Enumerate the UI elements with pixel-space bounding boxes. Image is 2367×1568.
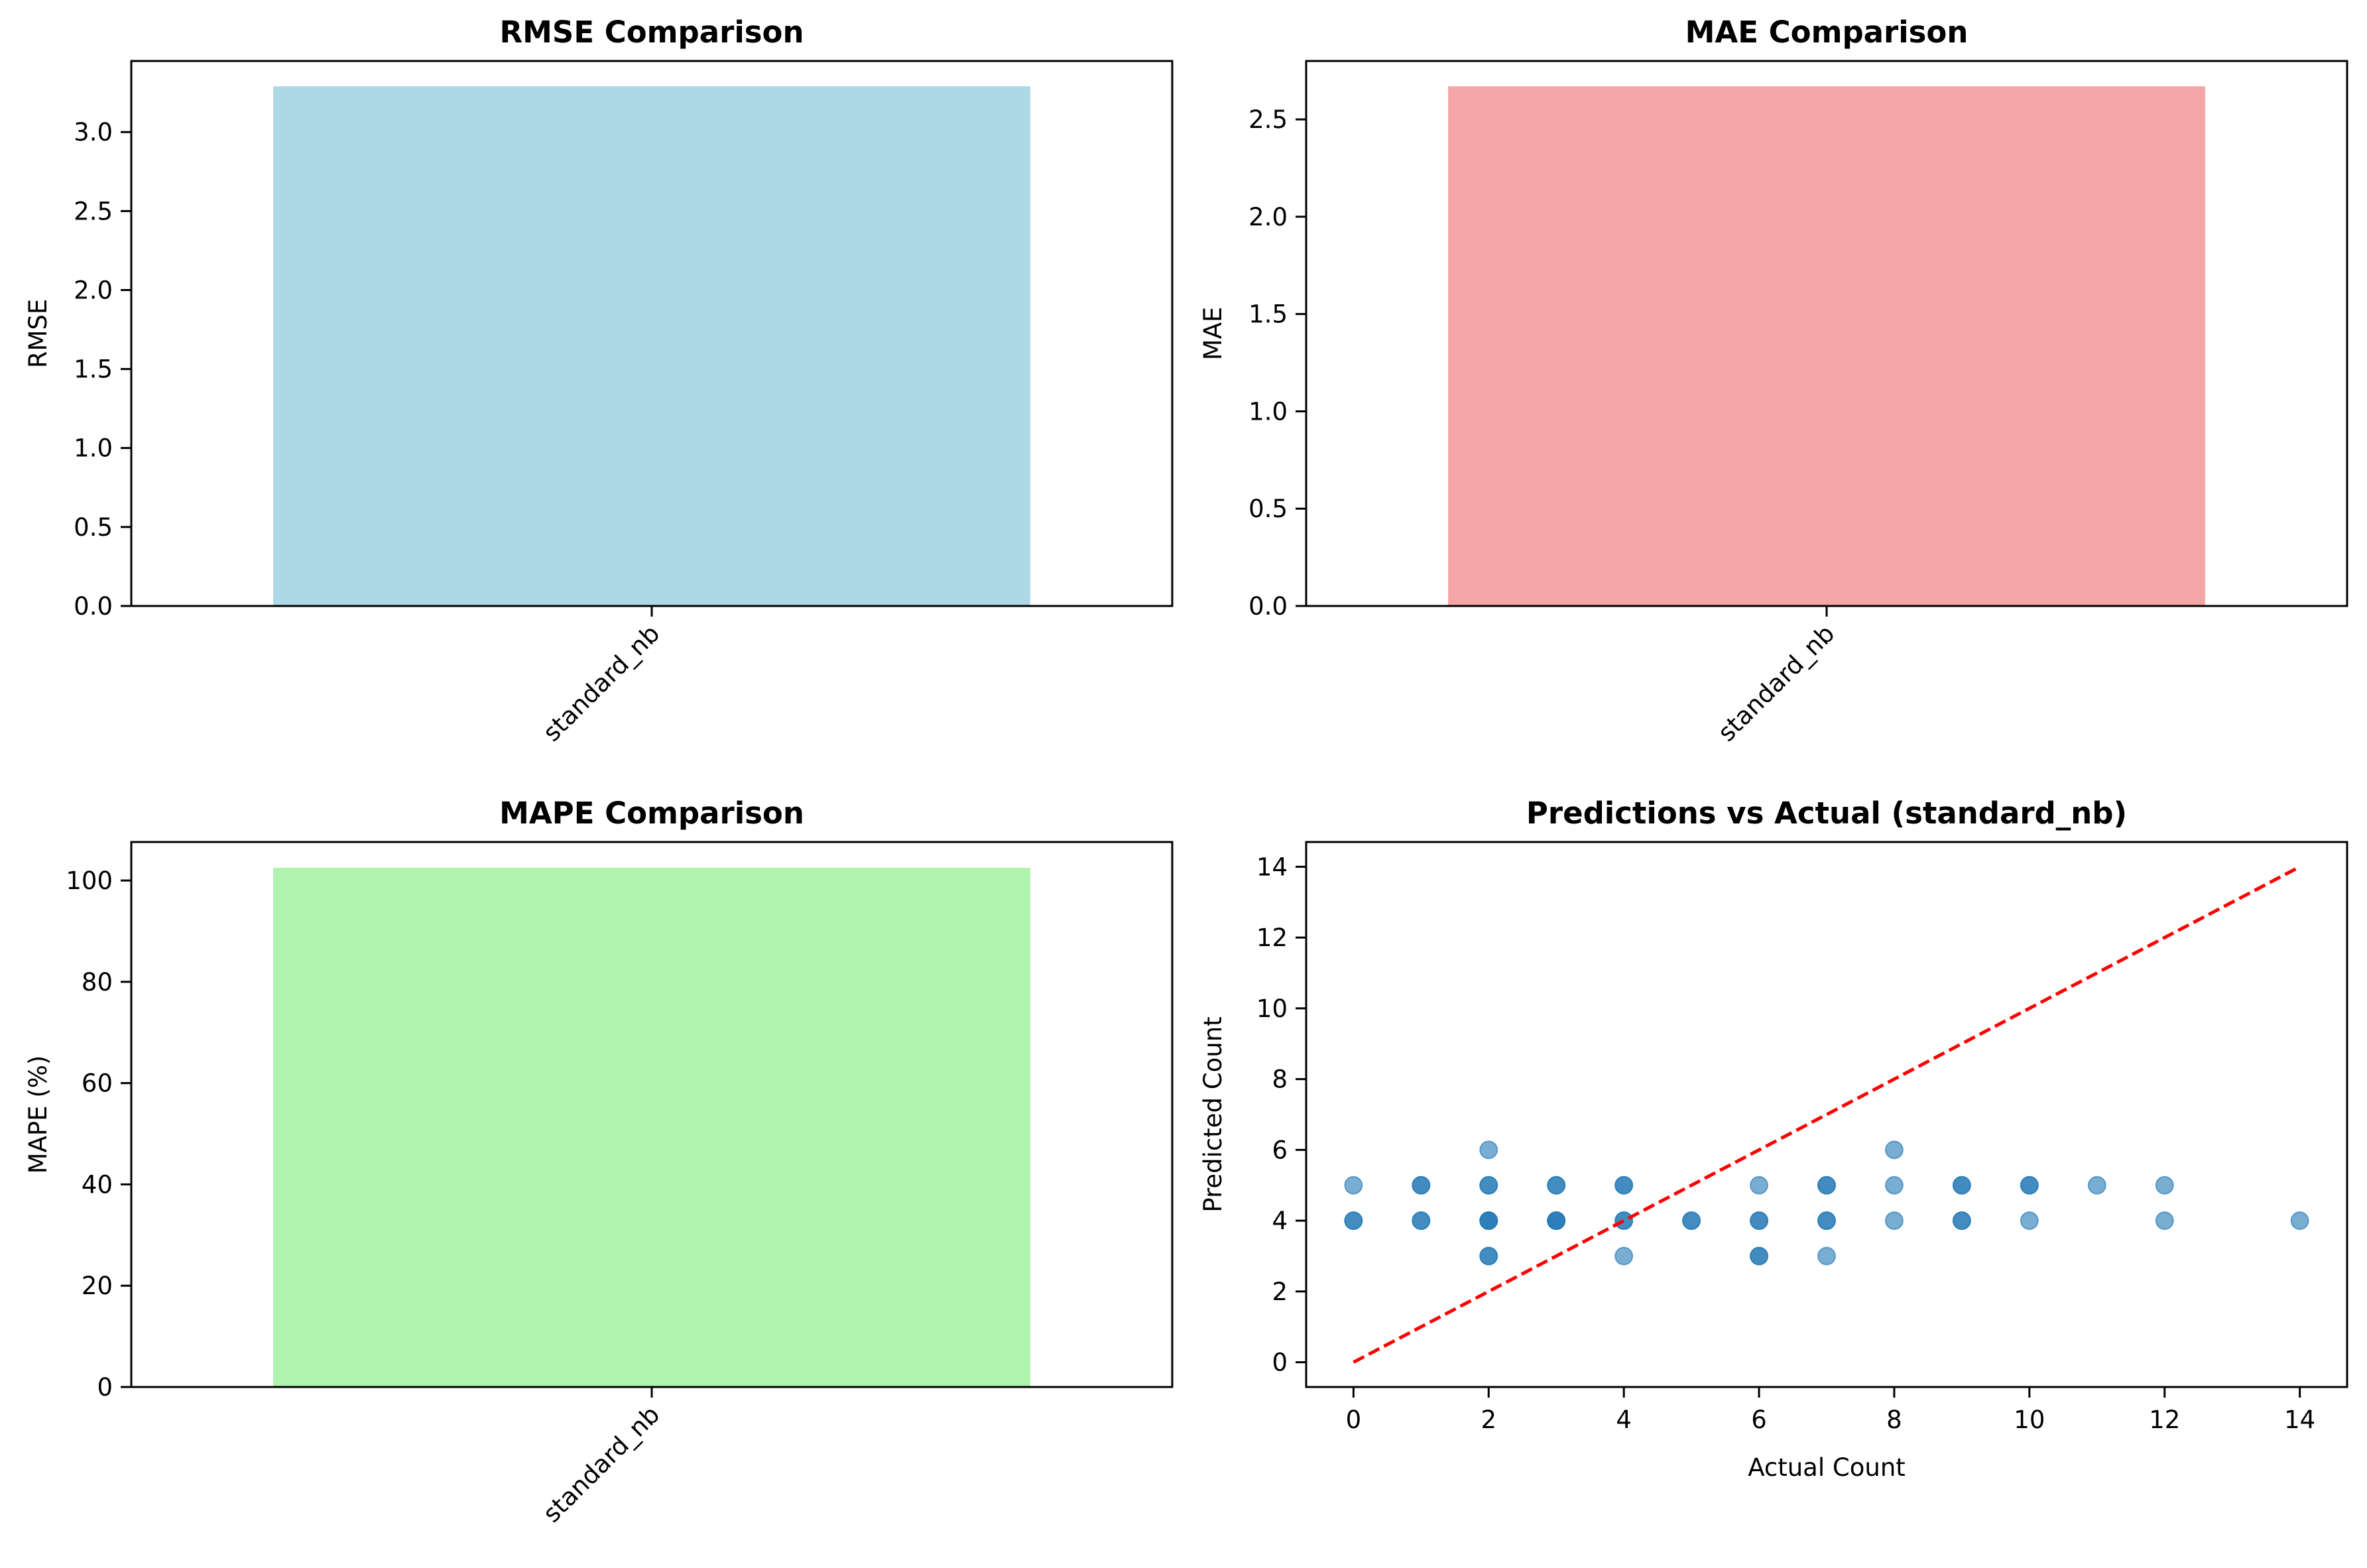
y-tick-label: 0 [97, 1373, 113, 1402]
y-tick-label: 60 [82, 1069, 113, 1098]
y-tick-label: 10 [1256, 995, 1288, 1023]
scatter-point [1547, 1211, 1566, 1231]
y-tick-label: 0.0 [1248, 592, 1288, 621]
bar-standard_nb [273, 86, 1030, 607]
y-tick-label: 100 [66, 867, 113, 895]
x-tick-label: standard_nb [538, 1400, 666, 1528]
scatter-point [1952, 1176, 1971, 1195]
x-tick-label: 12 [2149, 1406, 2180, 1434]
axes-frame [1305, 841, 2348, 1388]
scatter-point [1682, 1211, 1701, 1231]
y-tick-label: 1.5 [1248, 300, 1288, 329]
scatter-point [1614, 1246, 1634, 1266]
y-tick-label: 20 [82, 1272, 113, 1300]
y-tick-label: 0.5 [74, 513, 113, 542]
x-tick-label: standard_nb [1713, 619, 1841, 747]
y-tick-label: 80 [82, 968, 113, 996]
chart-title: MAPE Comparison [499, 796, 804, 831]
y-tick-label: 1.0 [1248, 397, 1288, 426]
y-tick-label: 0.0 [74, 592, 113, 621]
axes-frame [130, 841, 1174, 1388]
y-tick-label: 2.5 [1248, 105, 1288, 134]
y-tick-label: 4 [1272, 1207, 1288, 1235]
chart-title: RMSE Comparison [499, 15, 804, 50]
scatter-point [1479, 1140, 1498, 1160]
scatter-point [2020, 1211, 2039, 1231]
scatter-point [1479, 1246, 1498, 1266]
scatter-point [2290, 1211, 2309, 1231]
scatter-point [1344, 1211, 1363, 1231]
x-axis-label: Actual Count [1748, 1453, 1906, 1482]
y-tick-label: 12 [1256, 924, 1288, 952]
reference-line [1353, 865, 2301, 1364]
x-tick-label: 10 [2014, 1406, 2045, 1434]
scatter-point [1750, 1211, 1769, 1231]
scatter-point [1479, 1211, 1498, 1231]
y-tick-label: 2 [1272, 1278, 1288, 1306]
scatter-point [1817, 1246, 1836, 1266]
scatter-point [1884, 1140, 1904, 1160]
scatter-point [2155, 1211, 2174, 1231]
scatter-point [2087, 1176, 2106, 1195]
x-tick-label: 2 [1481, 1406, 1496, 1434]
scatter-point [1750, 1176, 1769, 1195]
y-tick-label: 40 [82, 1170, 113, 1199]
y-tick-label: 2.5 [74, 197, 113, 225]
y-tick-label: 2.0 [1248, 203, 1288, 231]
y-tick-label: 2.0 [74, 276, 113, 304]
x-tick-label: 14 [2284, 1406, 2315, 1434]
scatter-point [1884, 1176, 1904, 1195]
y-tick-label: 0 [1272, 1349, 1288, 1377]
scatter-point [1952, 1211, 1971, 1231]
x-tick-label: 6 [1751, 1406, 1767, 1434]
chart-title: Predictions vs Actual (standard_nb) [1526, 796, 2127, 831]
y-tick-label: 0.5 [1248, 495, 1288, 523]
y-tick-label: 8 [1272, 1065, 1288, 1094]
scatter-point [1750, 1246, 1769, 1266]
scatter-point [1614, 1211, 1634, 1231]
bar-standard_nb [1448, 86, 2205, 606]
scatter-point [2020, 1176, 2039, 1195]
y-tick-label: 1.0 [74, 434, 113, 463]
y-axis-label: MAE [1199, 307, 1227, 361]
x-tick-label: 0 [1346, 1406, 1362, 1434]
scatter-point [1817, 1176, 1836, 1195]
x-tick-label: 4 [1616, 1406, 1632, 1434]
scatter-point [1817, 1211, 1836, 1231]
scatter-point [1884, 1211, 1904, 1231]
scatter-point [1412, 1176, 1431, 1195]
y-axis-label: RMSE [24, 299, 52, 369]
y-tick-label: 3.0 [74, 118, 113, 147]
axes-frame [1305, 60, 2348, 607]
y-tick-label: 1.5 [74, 355, 113, 384]
x-tick-label: 8 [1886, 1406, 1902, 1434]
bar-standard_nb [273, 867, 1030, 1387]
y-axis-label: MAPE (%) [24, 1055, 52, 1174]
axes-frame [130, 60, 1174, 607]
scatter-point [1614, 1176, 1634, 1195]
scatter-point [2155, 1176, 2174, 1195]
y-axis-label: Predicted Count [1199, 1016, 1227, 1212]
y-tick-label: 14 [1256, 853, 1288, 881]
scatter-point [1344, 1176, 1363, 1195]
scatter-point [1547, 1176, 1566, 1195]
x-tick-label: standard_nb [538, 619, 666, 747]
scatter-point [1412, 1211, 1431, 1231]
y-tick-label: 6 [1272, 1136, 1288, 1164]
chart-title: MAE Comparison [1685, 15, 1969, 50]
scatter-point [1479, 1176, 1498, 1195]
